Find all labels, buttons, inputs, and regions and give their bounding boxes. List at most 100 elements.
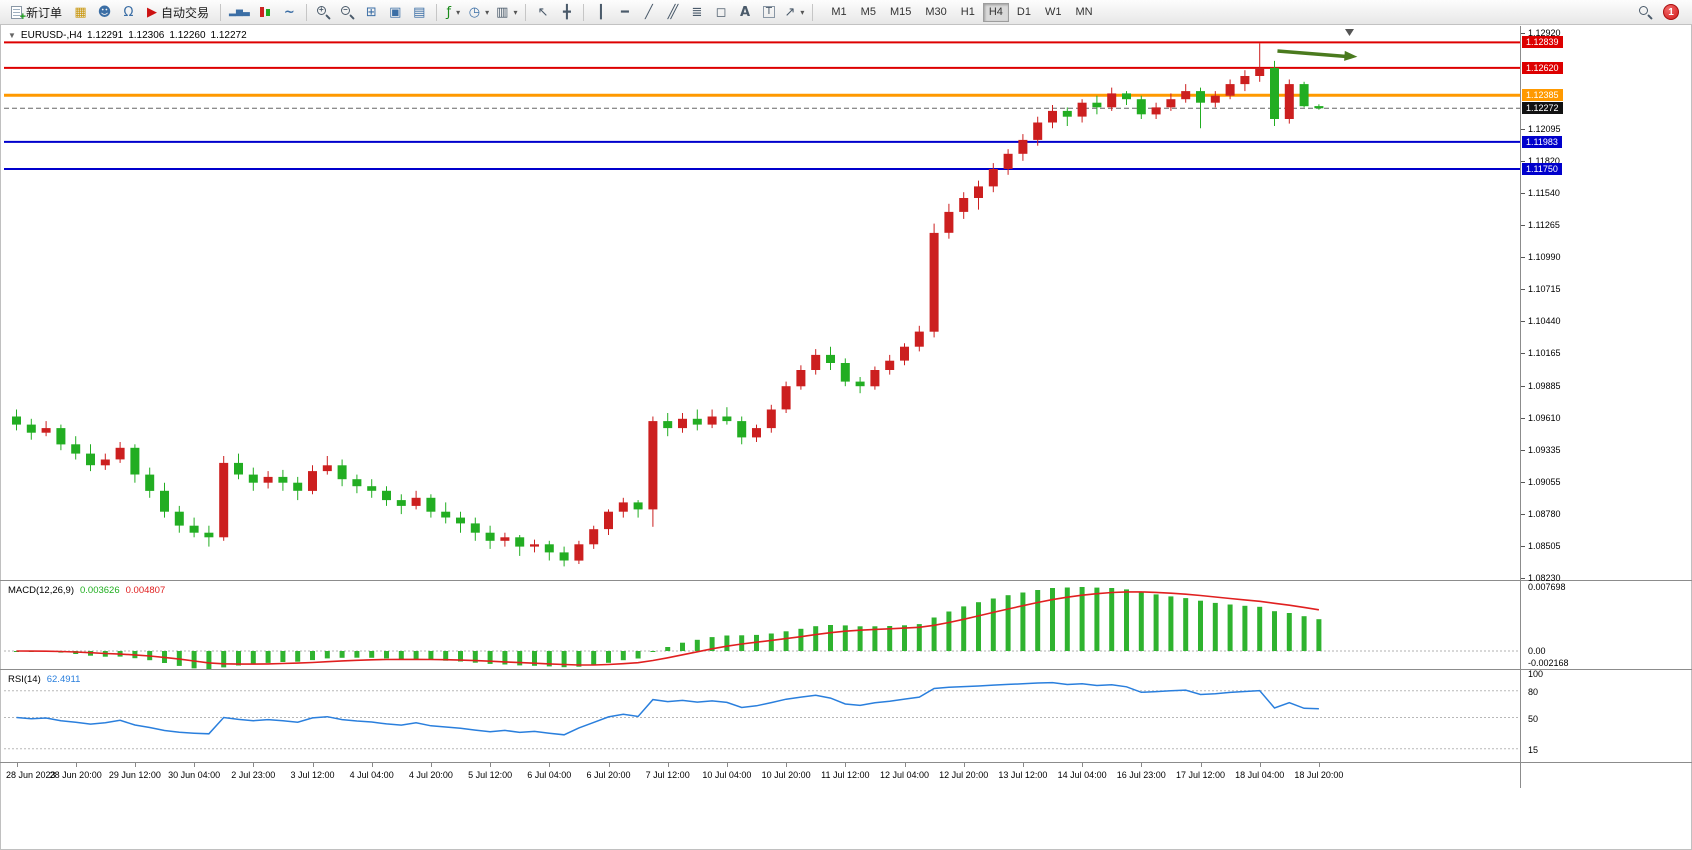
horizontal-line-icon: ━ [621, 4, 629, 20]
open-value: 1.12291 [87, 30, 124, 41]
templates-button[interactable]: ▥ ▾ [493, 2, 520, 23]
timeframe-button-w1[interactable]: W1 [1044, 6, 1062, 18]
timeframe-button-mn[interactable]: MN [1075, 6, 1093, 18]
macd-axis-label: -0.002168 [1528, 658, 1569, 668]
price-axis-label: 1.11820 [1528, 155, 1560, 166]
new-order-button[interactable]: + 新订单 [5, 2, 68, 23]
notification-badge[interactable]: 1 [1663, 4, 1679, 20]
time-axis-tick-mark [75, 763, 77, 767]
pane-splitter[interactable] [0, 762, 1692, 763]
macd-label: MACD(12,26,9) 0.003626 0.004807 [8, 585, 171, 596]
one-click-trading-arrow[interactable]: ▼ [8, 31, 16, 40]
cascade-windows-button[interactable]: ▣ [384, 2, 407, 23]
macd-pane[interactable] [4, 581, 1520, 669]
time-axis-tick-mark [549, 763, 551, 767]
arrange-windows-button[interactable]: ▤ [408, 2, 431, 23]
time-axis-label: 6 Jul 20:00 [586, 770, 631, 780]
price-axis[interactable]: 1.12920 1.12095 1.11820 1.11540 1.11265 1.109… [1521, 24, 1691, 790]
time-axis[interactable]: 28 Jun 2023 28 Jun 20:00 29 Jun 12:00 30 Ju… [4, 763, 1520, 788]
price-line-label: 1.11750 [1522, 162, 1562, 175]
crosshair-button[interactable]: ╋ [555, 2, 578, 23]
price-axis-label: 1.09055 [1528, 477, 1561, 488]
chart-shift-marker [1345, 29, 1354, 36]
cursor-button[interactable]: ↖ [531, 2, 554, 23]
candlestick-chart-button[interactable] [254, 2, 277, 23]
timeframe-button-h1[interactable]: H1 [960, 6, 975, 18]
zoom-out-button[interactable]: − [336, 2, 359, 23]
timeframe-button-m5[interactable]: M5 [860, 6, 876, 18]
channel-button[interactable]: ╱╱ [661, 2, 684, 23]
timeframe-button-m15[interactable]: M15 [889, 6, 912, 18]
trendline-button[interactable]: ╱ [637, 2, 660, 23]
periods-button[interactable]: ◷ ▾ [466, 2, 492, 23]
time-axis-tick-mark [1259, 763, 1261, 767]
tile-windows-button[interactable]: ⊞ [360, 2, 383, 23]
vertical-line-button[interactable]: ┃ [589, 2, 612, 23]
time-axis-label: 28 Jun 2023 [6, 770, 56, 780]
text-button[interactable]: A [733, 2, 756, 23]
time-axis-label: 4 Jul 20:00 [408, 770, 453, 780]
pane-splitter[interactable] [0, 580, 1692, 581]
zoom-out-icon: − [340, 5, 355, 20]
rsi-axis-label: 50 [1528, 713, 1539, 724]
new-order-icon: + [11, 5, 26, 23]
candlestick-chart-icon [260, 6, 271, 19]
time-axis-label: 10 Jul 04:00 [702, 770, 752, 780]
timeframe-button-h4[interactable]: H4 [982, 2, 1009, 22]
price-axis-tick-mark [1521, 160, 1525, 162]
fibonacci-icon: ≣ [691, 4, 703, 20]
text-label-button[interactable]: T [757, 2, 780, 23]
pane-splitter[interactable] [0, 669, 1692, 670]
time-axis-tick-mark [786, 763, 788, 767]
person-icon: ☻ [97, 4, 112, 20]
shapes-button[interactable]: ◻ [709, 2, 732, 23]
fibonacci-button[interactable]: ≣ [685, 2, 708, 23]
navigator-button[interactable]: ☻ [93, 2, 116, 23]
price-axis-tick-mark [1521, 289, 1525, 291]
macd-signal-value: 0.004807 [125, 585, 166, 596]
text-icon: A [739, 4, 750, 20]
search-icon[interactable] [1638, 5, 1653, 20]
horizontal-line-button[interactable]: ━ [613, 2, 636, 23]
time-axis-label: 30 Jun 04:00 [168, 770, 221, 780]
text-label-icon: T [762, 6, 776, 18]
price-axis-label: 1.12095 [1528, 123, 1561, 134]
price-axis-label: 1.10990 [1528, 252, 1561, 263]
price-axis-label: 1.11540 [1528, 188, 1560, 199]
autotrade-button[interactable]: ▶ 自动交易 [141, 2, 215, 23]
arrows-button[interactable]: ↗ ▾ [781, 2, 807, 23]
price-axis-tick-mark [1521, 546, 1525, 548]
rsi-axis-label: 100 [1528, 669, 1544, 679]
clock-icon: ◷ [468, 4, 481, 20]
timeframe-button-d1[interactable]: D1 [1016, 6, 1031, 18]
macd-axis-label: 0.00 [1528, 646, 1546, 656]
time-axis-label: 17 Jul 12:00 [1175, 770, 1226, 780]
price-axis-tick-mark [1521, 193, 1525, 195]
time-axis-label: 6 Jul 04:00 [527, 770, 572, 780]
indicators-button[interactable]: ƒ ▾ [442, 2, 465, 23]
rsi-name: RSI(14) [8, 674, 41, 685]
shapes-icon: ◻ [715, 4, 727, 20]
main-toolbar: + 新订单 ▦ ☻ Ω ▶ 自动交易 ▂▅▃ ~ + − ⊞ ▣ ▤ ƒ ▾ ◷ ▾… [0, 0, 1692, 25]
autotrade-label: 自动交易 [161, 5, 210, 20]
price-line-label: 1.12620 [1522, 61, 1563, 74]
timeframe-button-m30[interactable]: M30 [925, 6, 947, 18]
rsi-pane[interactable] [4, 670, 1520, 762]
zoom-in-button[interactable]: + [312, 2, 335, 23]
market-watch-button[interactable]: ▦ [69, 2, 92, 23]
time-axis-tick-mark [194, 763, 196, 767]
terminal-button[interactable]: Ω [117, 2, 140, 23]
time-axis-tick-mark [1141, 763, 1143, 767]
timeframe-button-m1[interactable]: M1 [831, 6, 847, 18]
bars-chart-button[interactable]: ▂▅▃ [226, 2, 253, 23]
time-axis-tick-mark [726, 763, 728, 767]
price-line-label: 1.12839 [1522, 36, 1563, 49]
price-axis-border [1520, 26, 1521, 788]
price-line-label: 1.12272 [1522, 102, 1563, 115]
price-chart-pane[interactable] [4, 26, 1520, 580]
line-chart-button[interactable]: ~ [278, 2, 301, 23]
time-axis-label: 3 Jul 12:00 [290, 770, 335, 780]
time-axis-tick-mark [430, 763, 432, 767]
price-axis-tick-mark [1521, 353, 1525, 355]
